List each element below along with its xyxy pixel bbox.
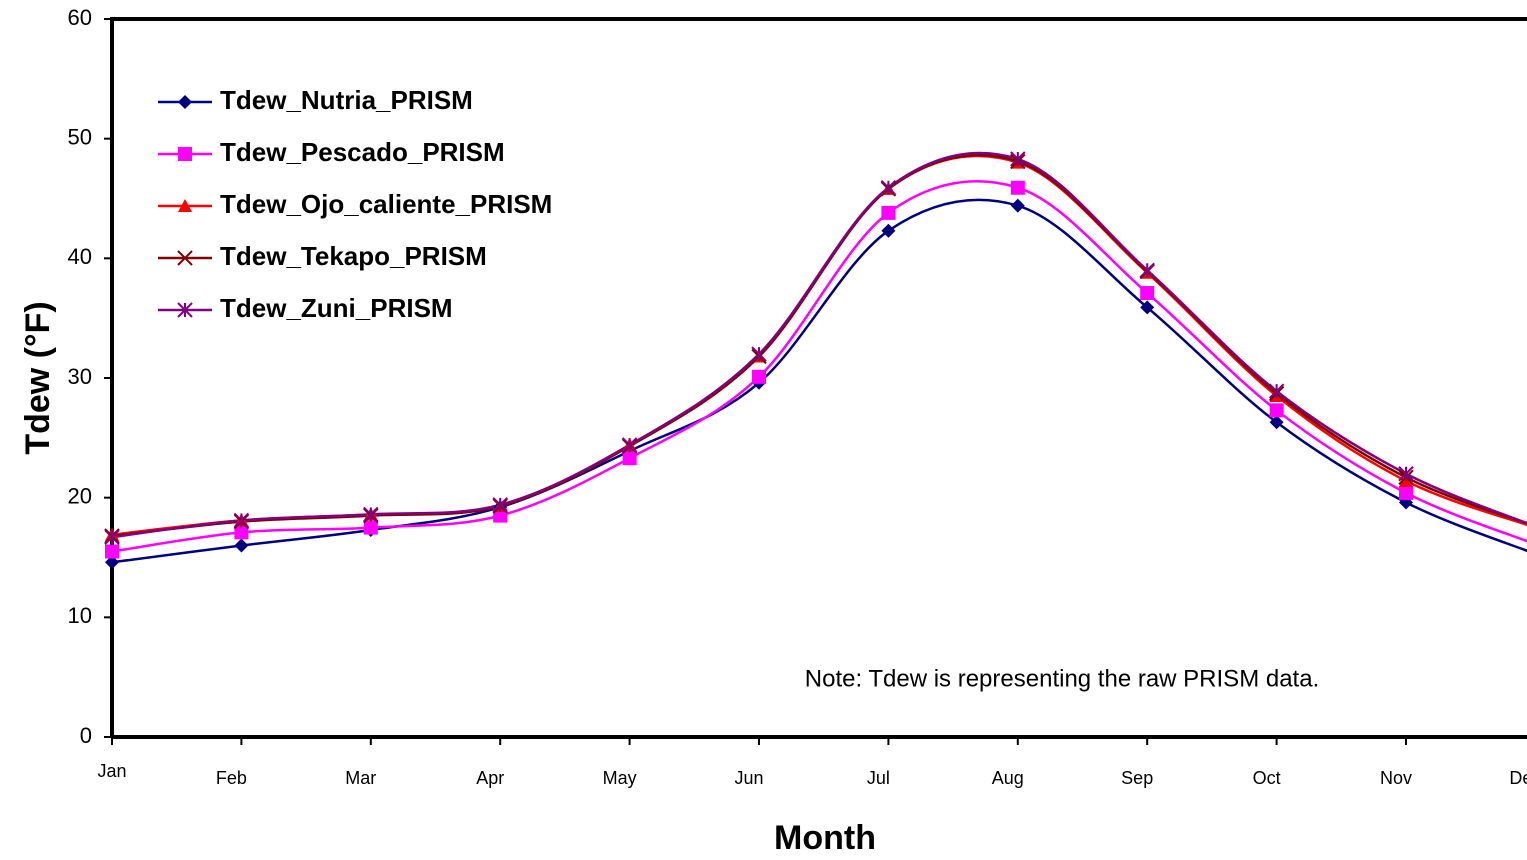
marker — [234, 525, 249, 540]
legend-label: Tdew_Tekapo_PRISM — [220, 241, 487, 271]
legend-marker — [178, 199, 192, 212]
annotation: Note: Tdew is representing the raw PRISM… — [805, 665, 1319, 692]
plot-frame — [110, 17, 1527, 737]
y-tick-label: 60 — [68, 5, 92, 30]
marker — [105, 555, 119, 570]
marker — [104, 529, 120, 545]
x-tick-label: Sep — [1121, 768, 1153, 788]
x-tick-label: Oct — [1253, 768, 1281, 788]
marker — [493, 508, 508, 523]
y-axis-title: Tdew (°F) — [19, 301, 57, 454]
x-tick-label: Jan — [97, 761, 126, 781]
marker — [1269, 415, 1284, 430]
marker — [751, 346, 767, 362]
marker — [1398, 466, 1414, 482]
y-tick-label: 10 — [68, 603, 92, 628]
x-tick-label: Aug — [992, 768, 1024, 788]
legend-marker — [177, 302, 193, 318]
legend-label: Tdew_Pescado_PRISM — [220, 137, 505, 167]
marker — [622, 451, 637, 466]
x-tick-label: Feb — [216, 768, 247, 788]
x-tick-label: Dec — [1509, 768, 1527, 788]
marker — [363, 520, 378, 535]
x-axis-title: Month — [774, 819, 876, 857]
marker — [1399, 485, 1413, 500]
y-tick-label: 50 — [68, 124, 92, 149]
marker — [1269, 403, 1284, 418]
marker — [234, 538, 249, 553]
marker — [1140, 300, 1155, 315]
x-tick-label: Apr — [476, 768, 504, 788]
marker — [363, 506, 379, 523]
marker — [880, 180, 897, 196]
marker — [1140, 286, 1155, 301]
x-tick-label: Mar — [345, 768, 376, 788]
marker — [752, 369, 766, 384]
legend-marker — [178, 95, 192, 109]
marker — [1010, 198, 1025, 213]
x-tick-label: Jul — [867, 768, 890, 788]
marker — [105, 544, 119, 559]
series-line — [111, 180, 1527, 553]
x-tick-label: May — [603, 768, 637, 788]
legend-label: Tdew_Zuni_PRISM — [220, 293, 453, 323]
marker — [1139, 262, 1155, 279]
marker — [492, 497, 508, 513]
marker — [1010, 151, 1026, 167]
marker — [621, 437, 638, 453]
marker — [1010, 180, 1025, 195]
x-tick-label: Jun — [734, 768, 763, 788]
marker — [1268, 383, 1285, 399]
y-tick-label: 30 — [68, 364, 92, 389]
y-tick-label: 40 — [68, 244, 92, 269]
legend-marker — [178, 147, 192, 161]
legend-marker — [177, 250, 193, 266]
marker — [881, 223, 896, 238]
x-tick-label: Nov — [1380, 768, 1412, 788]
legend-label: Tdew_Nutria_PRISM — [220, 85, 473, 115]
marker — [233, 512, 250, 529]
y-tick-label: 20 — [68, 483, 92, 508]
legend-label: Tdew_Ojo_caliente_PRISM — [220, 189, 552, 219]
marker — [881, 205, 896, 220]
y-tick-label: 0 — [80, 723, 92, 748]
